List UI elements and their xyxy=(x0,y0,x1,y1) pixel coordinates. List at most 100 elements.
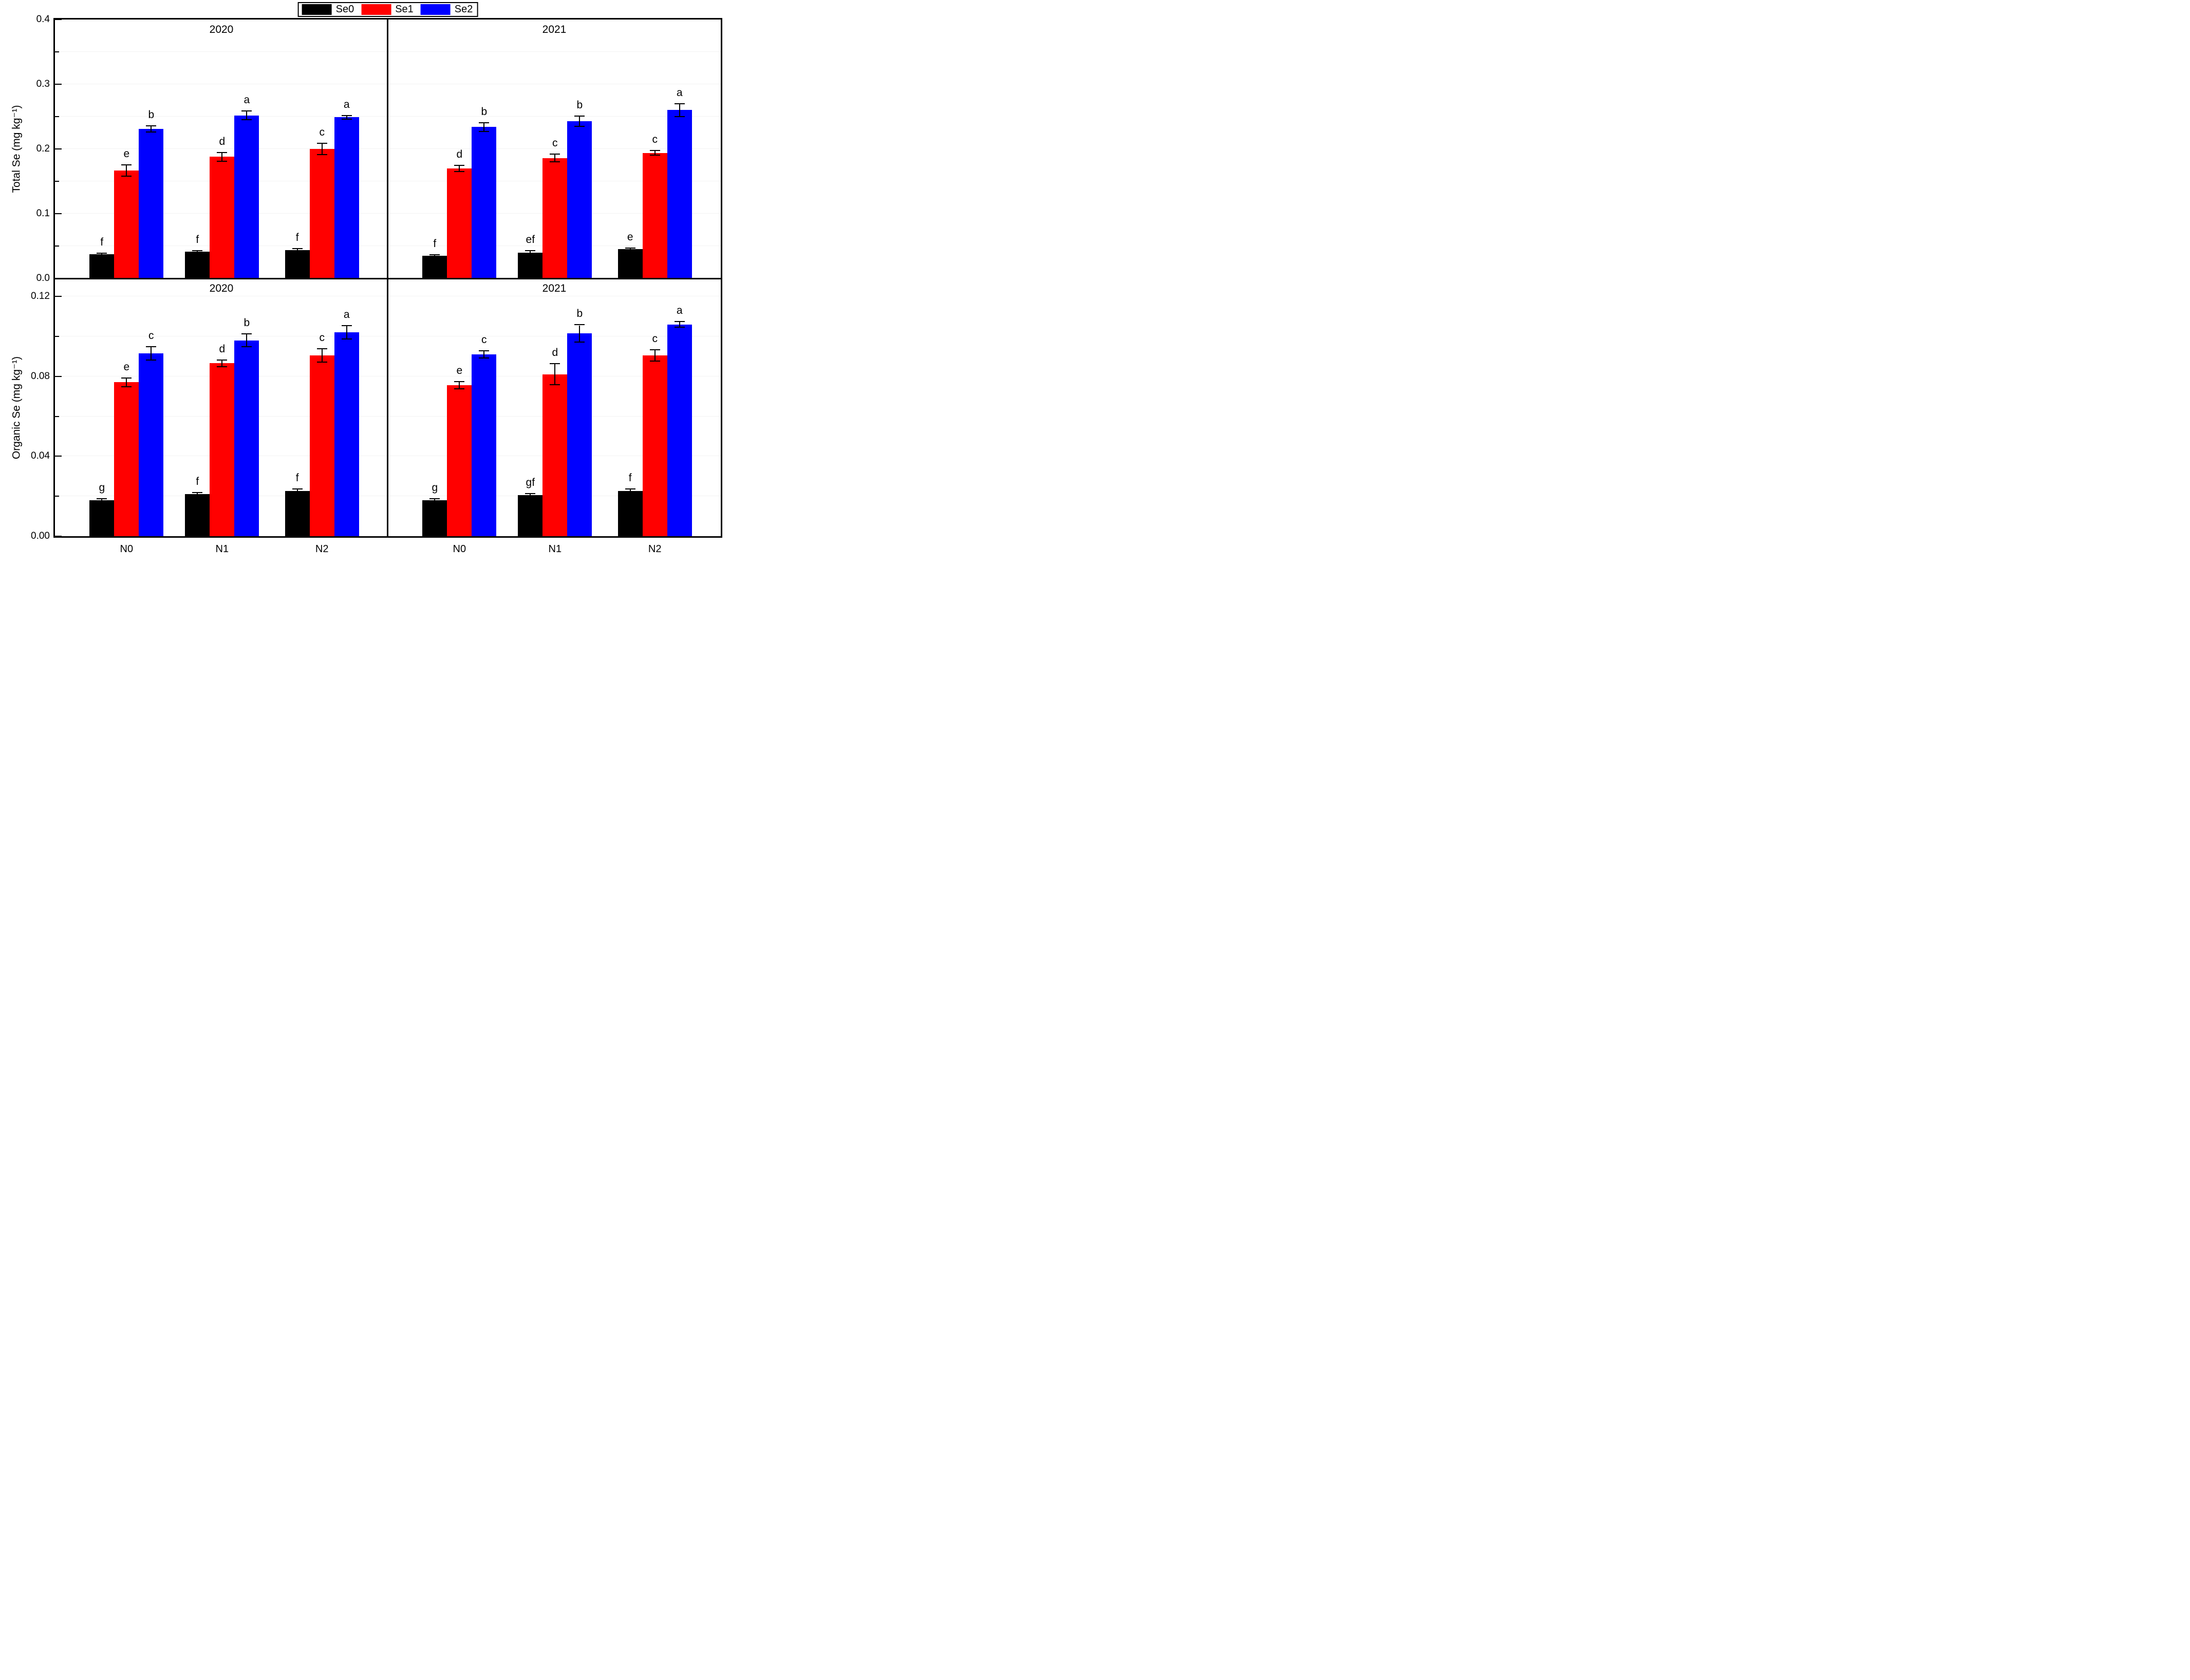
error-bar-cap-bottom xyxy=(550,161,560,162)
gridline xyxy=(55,148,388,149)
error-bar-cap-top xyxy=(429,254,440,255)
error-bar-cap-bottom xyxy=(192,495,203,497)
error-bar-cap-bottom xyxy=(121,386,132,388)
panel-divider-horizontal xyxy=(55,278,721,279)
error-bar xyxy=(246,111,248,119)
sig-letter-se0-n0: f xyxy=(433,237,437,250)
error-bar xyxy=(554,155,556,161)
legend-swatch-se2 xyxy=(420,4,451,15)
legend-item-se2: Se2 xyxy=(420,4,473,15)
error-bar xyxy=(151,347,152,360)
y-major-tick xyxy=(55,84,62,85)
sig-letter-se0-n0: g xyxy=(99,482,105,494)
error-bar-cap-top xyxy=(192,250,203,252)
sig-letter-se2-n2: a xyxy=(343,98,350,110)
error-bar-cap-bottom xyxy=(479,130,490,132)
bar-se2-n0 xyxy=(472,354,497,536)
y-major-tick xyxy=(55,536,62,537)
error-bar-cap-bottom xyxy=(574,125,585,127)
error-bar-cap-bottom xyxy=(316,361,327,363)
error-bar-cap-bottom xyxy=(525,254,536,255)
error-bar-cap-top xyxy=(649,349,660,351)
error-bar xyxy=(197,493,198,496)
y-tick-label: 0.04 xyxy=(31,450,50,462)
error-bar-cap-top xyxy=(479,122,490,123)
error-bar-cap-top xyxy=(316,142,327,144)
bar-se2-n1 xyxy=(234,115,259,278)
sig-letter-se1-n1: d xyxy=(219,135,226,147)
error-bar-cap-top xyxy=(241,333,252,334)
bar-se0-n2 xyxy=(285,491,310,536)
legend-item-se1: Se1 xyxy=(361,4,414,15)
sig-letter-se0-n1: f xyxy=(196,476,199,488)
y-tick-label: 0.2 xyxy=(36,143,50,154)
error-bar xyxy=(296,489,298,493)
panel-title-organic-se-2021: 2021 xyxy=(542,282,567,294)
error-bar xyxy=(434,499,436,502)
error-bar-cap-top xyxy=(429,498,440,499)
bar-se0-n0 xyxy=(89,500,115,536)
error-bar xyxy=(151,126,152,131)
bar-se1-n0 xyxy=(114,382,139,536)
plot-area: 2020 f e b f d a f c a 2021 f d b ef c b e c a 2020 g e c f d b f c a… xyxy=(53,18,722,538)
error-bar-cap-bottom xyxy=(674,327,685,328)
sig-letter-se1-n0: e xyxy=(123,361,130,373)
sig-letter-se2-n0: c xyxy=(148,330,154,342)
bar-se2-n1 xyxy=(567,121,592,278)
sig-letter-se2-n1: a xyxy=(244,93,250,106)
error-bar xyxy=(654,150,656,155)
y-minor-tick xyxy=(55,116,59,117)
y-tick-label: 0.3 xyxy=(36,79,50,89)
error-bar xyxy=(346,116,347,119)
error-bar-cap-top xyxy=(241,110,252,111)
bar-se2-n0 xyxy=(472,127,497,278)
sig-letter-se0-n2: f xyxy=(295,232,299,244)
bar-se0-n0 xyxy=(89,254,115,278)
bar-se2-n2 xyxy=(667,324,692,536)
error-bar-cap-bottom xyxy=(241,119,252,120)
error-bar-cap-top xyxy=(625,488,635,490)
sig-letter-se2-n2: a xyxy=(343,309,350,321)
error-bar-cap-bottom xyxy=(479,357,490,358)
error-bar-cap-bottom xyxy=(316,154,327,156)
y-minor-tick xyxy=(55,335,59,337)
error-bar-cap-bottom xyxy=(292,493,303,494)
bar-se0-n1 xyxy=(518,495,543,536)
bar-se1-n1 xyxy=(542,158,568,278)
error-bar-cap-bottom xyxy=(429,501,440,503)
error-bar xyxy=(629,489,631,493)
sig-letter-se0-n1: gf xyxy=(526,477,535,489)
error-bar-cap-bottom xyxy=(649,360,660,362)
error-bar xyxy=(654,350,656,361)
sig-letter-se2-n1: b xyxy=(576,99,583,111)
x-category-label-n0: N0 xyxy=(120,543,134,555)
bar-se1-n1 xyxy=(542,374,568,536)
error-bar xyxy=(101,254,103,255)
sig-letter-se0-n1: f xyxy=(196,234,199,246)
bar-se1-n0 xyxy=(447,385,472,536)
error-bar xyxy=(483,123,485,131)
bar-se2-n1 xyxy=(567,333,592,536)
bar-se1-n2 xyxy=(642,355,667,536)
gridline xyxy=(388,116,721,117)
error-bar xyxy=(629,249,631,250)
sig-letter-se1-n2: c xyxy=(319,126,325,138)
sig-letter-se1-n1: d xyxy=(552,347,558,359)
error-bar-cap-bottom xyxy=(625,493,635,494)
sig-letter-se2-n0: c xyxy=(481,334,487,346)
sig-letter-se1-n0: e xyxy=(456,365,463,377)
error-bar xyxy=(579,325,581,342)
y-tick-label: 0.00 xyxy=(31,531,50,541)
x-category-label-n1: N1 xyxy=(215,543,229,555)
y-minor-tick xyxy=(55,246,59,247)
error-bar-cap-top xyxy=(121,164,132,165)
error-bar xyxy=(126,378,127,387)
error-bar-cap-bottom xyxy=(550,384,560,386)
panel-total-se-2021: 2021 f d b ef c b e c a xyxy=(388,20,721,278)
error-bar xyxy=(679,104,680,116)
gridline xyxy=(388,148,721,149)
error-bar xyxy=(679,322,680,327)
error-bar-cap-bottom xyxy=(146,131,157,133)
error-bar-cap-bottom xyxy=(454,388,465,389)
error-bar-cap-bottom xyxy=(341,118,352,120)
